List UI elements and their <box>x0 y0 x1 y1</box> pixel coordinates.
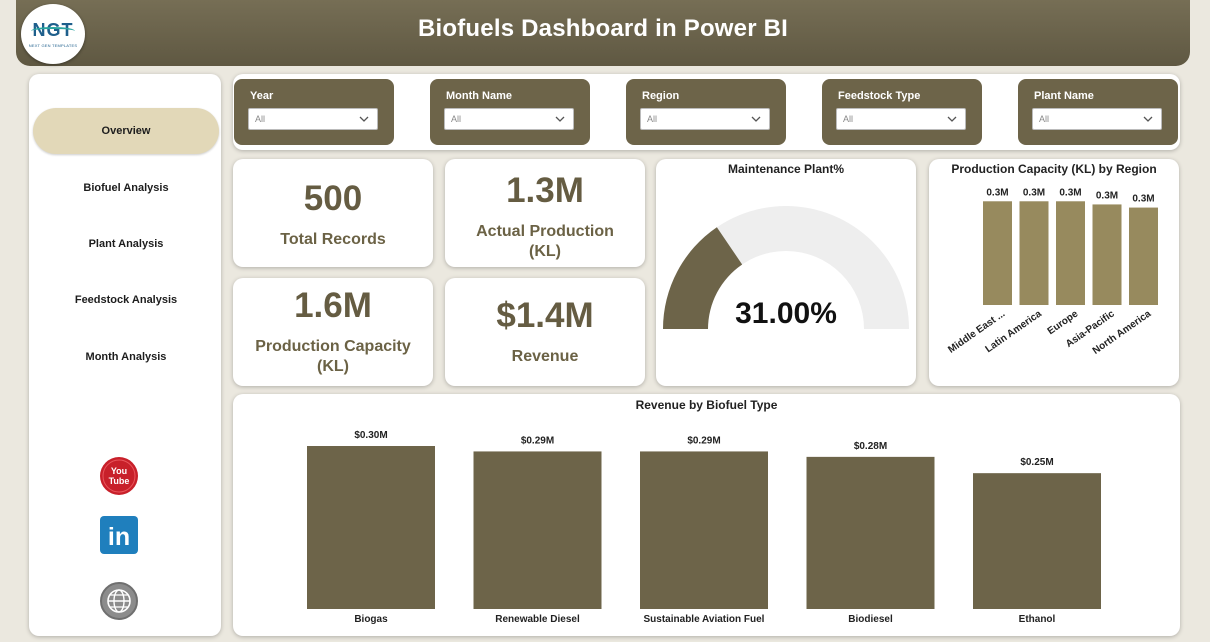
month-slicer-label: Month Name <box>446 90 512 102</box>
nav-month-analysis[interactable]: Month Analysis <box>85 351 167 363</box>
page-title: Biofuels Dashboard in Power BI <box>417 15 789 42</box>
plant-slicer-label: Plant Name <box>1034 90 1094 102</box>
region-bar <box>1092 204 1122 305</box>
month-dropdown-value: All <box>451 114 462 124</box>
revenue-bar-chart[interactable]: $0.30M Biogas $0.29M Renewable Diesel $0.29M… <box>233 414 1180 636</box>
chevron-down-icon <box>555 116 565 122</box>
region-dropdown-value: All <box>647 114 658 124</box>
year-slicer-label: Year <box>250 90 274 102</box>
revenue-bar-label: $0.29M <box>521 435 554 446</box>
plant-dropdown-value: All <box>1039 114 1050 124</box>
revenue-bar-label: $0.30M <box>354 430 387 441</box>
gauge-fill <box>663 227 743 329</box>
region-bar-label: 0.3M <box>1132 194 1154 205</box>
kpi-total-records: 500 Total Records <box>233 159 433 267</box>
filter-bar: Year All Month Name All Region All Feeds… <box>233 74 1180 150</box>
revenue-bar-label: $0.25M <box>1020 457 1053 468</box>
revenue-axis-label: Biodiesel <box>848 614 893 625</box>
logo-swoosh <box>31 26 75 35</box>
sidebar-nav: Overview Biofuel Analysis Plant Analysis… <box>29 74 221 636</box>
revenue-bar <box>806 456 935 609</box>
kpi-value: $1.4M <box>496 296 594 335</box>
revenue-chart-title: Revenue by Biofuel Type <box>635 398 778 412</box>
gauge-title: Maintenance Plant% <box>727 162 845 176</box>
gauge-track <box>663 206 909 329</box>
revenue-bar <box>640 451 768 609</box>
feedstock-dropdown[interactable]: All <box>836 108 966 130</box>
gauge-chart[interactable]: 31.00% <box>656 179 916 379</box>
kpi-value: 500 <box>303 179 363 218</box>
linkedin-icon[interactable]: in <box>100 516 138 554</box>
nav-feedstock-analysis[interactable]: Feedstock Analysis <box>74 294 178 306</box>
region-bar-label: 0.3M <box>1023 187 1045 198</box>
revenue-bar <box>973 473 1101 609</box>
youtube-icon[interactable]: You Tube <box>99 456 139 496</box>
region-slicer-label: Region <box>642 90 680 102</box>
logo-subtitle: NEXT GEN TEMPLATES <box>28 42 78 48</box>
month-slicer: Month Name All <box>430 79 590 145</box>
revenue-axis-label: Sustainable Aviation Fuel <box>644 614 765 625</box>
revenue-axis-label: Ethanol <box>1019 614 1056 625</box>
chevron-down-icon <box>751 116 761 122</box>
year-dropdown-value: All <box>255 114 266 124</box>
chevron-down-icon <box>947 116 957 122</box>
plant-slicer: Plant Name All <box>1018 79 1178 145</box>
kpi-revenue: $1.4M Revenue <box>445 278 645 386</box>
revenue-axis-label: Renewable Diesel <box>495 614 580 625</box>
nav-biofuel-analysis[interactable]: Biofuel Analysis <box>83 182 169 194</box>
region-bar <box>1019 201 1049 305</box>
year-slicer: Year All <box>234 79 394 145</box>
year-dropdown[interactable]: All <box>248 108 378 130</box>
region-capacity-chart-card: Production Capacity (KL) by Region 0.3M M… <box>929 159 1179 386</box>
region-chart-title: Production Capacity (KL) by Region <box>951 162 1157 176</box>
revenue-biofuel-chart-card: Revenue by Biofuel Type $0.30M Biogas $0.2… <box>233 394 1180 636</box>
feedstock-slicer-label: Feedstock Type <box>838 90 921 102</box>
chevron-down-icon <box>1143 116 1153 122</box>
kpi-label: Total Records <box>280 231 386 248</box>
feedstock-dropdown-value: All <box>843 114 854 124</box>
region-bar <box>1056 201 1085 305</box>
region-bar <box>1129 207 1158 305</box>
kpi-value: 1.3M <box>506 171 584 210</box>
header-bar: Biofuels Dashboard in Power BI <box>16 0 1190 66</box>
globe-icon[interactable] <box>99 581 139 621</box>
nav-plant-analysis[interactable]: Plant Analysis <box>88 238 164 250</box>
region-bar-label: 0.3M <box>986 187 1008 198</box>
kpi-production-capacity: 1.6M Production Capacity (KL) <box>233 278 433 386</box>
feedstock-slicer: Feedstock Type All <box>822 79 982 145</box>
chevron-down-icon <box>359 116 369 122</box>
brand-logo[interactable]: NGT NEXT GEN TEMPLATES <box>21 4 85 64</box>
month-dropdown[interactable]: All <box>444 108 574 130</box>
kpi-label: Actual Production (KL) <box>476 223 614 260</box>
kpi-actual-production: 1.3M Actual Production (KL) <box>445 159 645 267</box>
gauge-value: 31.00% <box>735 297 837 330</box>
region-bar-label: 0.3M <box>1096 190 1118 201</box>
linkedin-label: in <box>108 523 130 551</box>
region-slicer: Region All <box>626 79 786 145</box>
revenue-bar <box>307 446 435 609</box>
plant-dropdown[interactable]: All <box>1032 108 1162 130</box>
revenue-axis-label: Biogas <box>354 614 388 625</box>
youtube-label-you: You <box>111 466 127 476</box>
nav-overview[interactable]: Overview <box>33 108 219 154</box>
region-bar-label: 0.3M <box>1059 187 1081 198</box>
revenue-bar-label: $0.28M <box>854 441 887 452</box>
revenue-bar-label: $0.29M <box>687 435 720 446</box>
revenue-bar <box>473 451 602 609</box>
maintenance-gauge-card: Maintenance Plant% 31.00% <box>656 159 916 386</box>
kpi-value: 1.6M <box>294 286 372 325</box>
region-dropdown[interactable]: All <box>640 108 770 130</box>
kpi-label: Production Capacity (KL) <box>255 338 411 375</box>
kpi-label: Revenue <box>511 348 579 365</box>
youtube-label-tube: Tube <box>109 476 130 486</box>
region-bar <box>983 201 1012 305</box>
